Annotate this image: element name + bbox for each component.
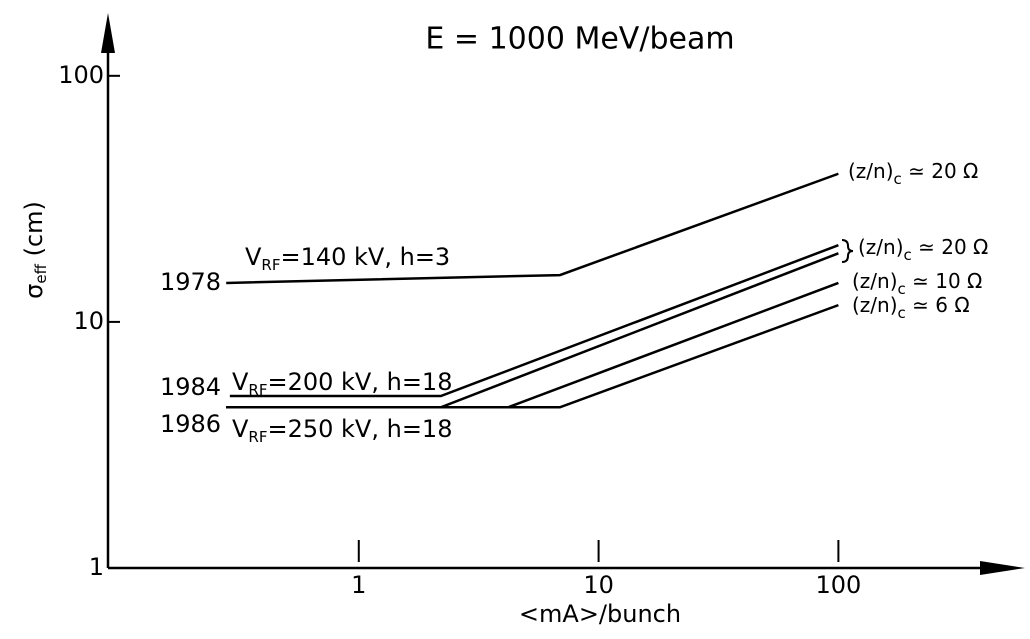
brace — [841, 239, 854, 263]
annotation: (z/n)c ≃ 20 Ω — [858, 235, 988, 264]
annotation: 1986 — [160, 410, 221, 438]
annotation-text: (z/n) — [848, 159, 894, 183]
x-tick-label: 10 — [583, 571, 614, 599]
annotation: (z/n)c ≃ 10 Ω — [852, 269, 982, 298]
annotation-rest: ≃ 10 Ω — [906, 269, 983, 293]
y-tick-label: 1 — [89, 553, 104, 581]
x-axis-arrow — [980, 561, 1025, 575]
annotation-sub: RF — [248, 428, 267, 446]
annotation-sub: c — [894, 170, 902, 188]
annotation-rest: ≃ 20 Ω — [902, 159, 979, 183]
y-axis-label: σeff (cm) — [20, 201, 50, 299]
annotation-text: V — [232, 415, 249, 443]
annotation-sub: c — [904, 246, 912, 264]
x-axis-label: <mA>/bunch — [519, 600, 681, 628]
annotation: 1984 — [160, 373, 221, 401]
annotation-text: 1984 — [160, 373, 221, 401]
annotation: 1978 — [160, 268, 221, 296]
annotation-sub: c — [898, 280, 906, 298]
y-tick-label: 100 — [58, 61, 104, 89]
data-line — [226, 172, 839, 285]
annotation: VRF=140 kV, h=3 — [245, 243, 450, 274]
annotation-text: V — [232, 368, 249, 396]
annotation: VRF=250 kV, h=18 — [232, 415, 452, 446]
annotation-text: 1986 — [160, 410, 221, 438]
annotation-text: V — [245, 243, 262, 271]
annotation-text: (z/n) — [852, 269, 898, 293]
x-tick-label: 1 — [351, 571, 366, 599]
annotation-rest: =140 kV, h=3 — [280, 243, 450, 271]
annotation-rest: =200 kV, h=18 — [267, 368, 452, 396]
annotation-text: 1978 — [160, 268, 221, 296]
annotation-text: (z/n) — [858, 235, 904, 259]
annotation-rest: ≃ 20 Ω — [912, 235, 989, 259]
data-line — [229, 244, 839, 398]
annotation-sub: RF — [248, 381, 267, 399]
annotation: (z/n)c ≃ 20 Ω — [848, 159, 978, 188]
annotation-text: (z/n) — [852, 293, 898, 317]
annotation-sub: RF — [261, 256, 280, 274]
x-tick-label: 100 — [815, 571, 861, 599]
chart-title: E = 1000 MeV/beam — [425, 22, 734, 57]
y-axis-arrow — [101, 13, 115, 53]
y-tick-label: 10 — [73, 307, 104, 335]
data-line — [226, 303, 839, 409]
annotation: VRF=200 kV, h=18 — [232, 368, 452, 399]
annotation-rest: ≃ 6 Ω — [906, 293, 970, 317]
annotation-rest: =250 kV, h=18 — [267, 415, 452, 443]
annotation-sub: c — [898, 304, 906, 322]
annotation: (z/n)c ≃ 6 Ω — [852, 293, 970, 322]
